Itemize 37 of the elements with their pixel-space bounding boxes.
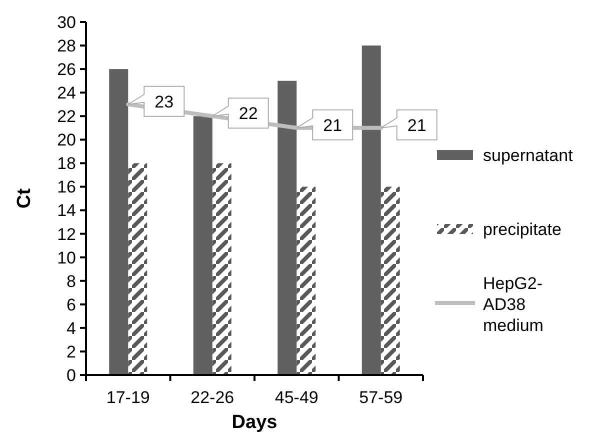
y-tick-label: 18 [57, 154, 76, 174]
y-tick-label: 0 [66, 366, 76, 385]
legend-label: HepG2-AD38 medium [483, 274, 544, 335]
x-tick-label: 22-26 [190, 388, 234, 407]
y-tick-label: 2 [66, 342, 76, 362]
y-tick-label: 10 [57, 248, 76, 268]
y-tick-label: 12 [57, 224, 76, 244]
y-tick-label: 28 [57, 36, 76, 56]
y-tick-label: 6 [66, 295, 76, 314]
y-tick-label: 26 [57, 60, 76, 80]
y-tick-label: 22 [57, 107, 76, 126]
bar [193, 116, 212, 375]
bar [128, 163, 148, 375]
x-tick-label: 17-19 [106, 388, 150, 407]
y-axis-title: Ct [14, 188, 35, 209]
y-tick-label: 16 [57, 178, 76, 197]
data-label: 23 [154, 92, 174, 112]
x-axis-title: Days [232, 412, 278, 433]
y-tick-label: 20 [57, 130, 76, 150]
legend-label: precipitate [483, 220, 562, 239]
y-tick-label: 4 [66, 318, 76, 338]
bar [296, 186, 316, 375]
bar [109, 69, 128, 375]
bar [212, 163, 232, 375]
bar [278, 80, 297, 375]
data-label: 21 [323, 116, 342, 135]
data-label: 21 [407, 116, 426, 135]
y-tick-label: 14 [57, 201, 76, 220]
y-tick-label: 8 [66, 272, 76, 291]
data-label: 22 [238, 104, 258, 124]
y-tick-label: 30 [57, 12, 76, 32]
bar [380, 186, 400, 375]
x-tick-label: 45-49 [274, 388, 318, 407]
y-tick-label: 24 [57, 84, 76, 103]
legend-label: supernatant [483, 146, 574, 165]
bar [362, 46, 381, 375]
x-tick-label: 57-59 [359, 388, 403, 407]
